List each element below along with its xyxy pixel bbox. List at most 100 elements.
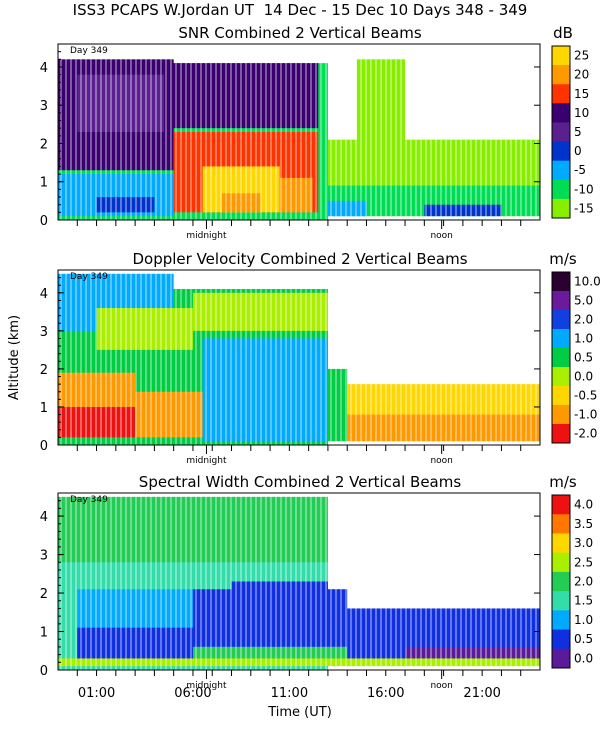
colorbar-swatch xyxy=(552,405,570,425)
colorbar-swatch xyxy=(552,610,570,631)
colorbar-label: 5 xyxy=(574,125,582,139)
colorbar-unit: m/s xyxy=(549,473,577,491)
colorbar-label: -5 xyxy=(574,163,586,177)
y-tick-label: 2 xyxy=(40,587,48,602)
heatmap-texture xyxy=(58,493,540,670)
colorbar-frame xyxy=(551,271,571,444)
x-annotation-label: midnight xyxy=(186,456,227,466)
colorbar-swatch xyxy=(552,629,570,650)
colorbar-swatch xyxy=(552,514,570,534)
colorbar-label: -0.5 xyxy=(574,389,597,403)
panel-title: Doppler Velocity Combined 2 Vertical Bea… xyxy=(132,250,467,268)
plot-frame xyxy=(57,43,541,221)
x-annotation-label: midnight xyxy=(186,681,227,691)
colorbar-label: 2.0 xyxy=(574,313,593,327)
colorbar-swatch xyxy=(552,272,570,292)
colorbar-swatch xyxy=(552,310,570,330)
x-tick-label: 21:00 xyxy=(463,686,500,701)
colorbar-unit: dB xyxy=(553,24,573,42)
colorbar-unit: m/s xyxy=(549,250,577,268)
colorbar-swatch xyxy=(552,84,570,104)
colorbar-label: 10.0 xyxy=(574,275,600,289)
y-tick-label: 3 xyxy=(40,325,48,340)
colorbar-swatch xyxy=(552,367,570,387)
y-tick-label: 0 xyxy=(40,214,48,229)
heatmap-texture xyxy=(58,44,540,220)
x-annotation-label: noon xyxy=(430,456,452,466)
colorbar-label: 3.0 xyxy=(574,536,593,550)
colorbar-swatch xyxy=(552,648,570,669)
colorbar-label: 0 xyxy=(574,144,582,158)
y-tick-label: 4 xyxy=(40,287,48,302)
colorbar-label: -2.0 xyxy=(574,427,597,441)
colorbar-label: 2.5 xyxy=(574,555,593,569)
colorbar-swatch xyxy=(552,424,570,444)
colorbar-swatch xyxy=(552,103,570,123)
y-tick-label: 1 xyxy=(40,176,48,191)
colorbar-swatch xyxy=(552,160,570,181)
colorbar-frame xyxy=(551,494,571,669)
day-label: Day 349 xyxy=(70,46,108,56)
panel-2: Doppler Velocity Combined 2 Vertical Bea… xyxy=(7,250,600,466)
colorbar-swatch xyxy=(552,122,570,143)
y-tick-label: 2 xyxy=(40,137,48,152)
y-tick-label: 3 xyxy=(40,99,48,114)
colorbar-swatch xyxy=(552,552,570,573)
x-tick-label: 11:00 xyxy=(271,686,308,701)
colorbar-label: 3.5 xyxy=(574,517,593,531)
y-tick-label: 1 xyxy=(40,401,48,416)
plot-frame xyxy=(57,492,541,671)
y-tick-label: 1 xyxy=(40,626,48,641)
day-label: Day 349 xyxy=(70,495,108,505)
colorbar-swatch xyxy=(552,591,570,611)
colorbar-label: 0.5 xyxy=(574,351,593,365)
colorbar-swatch xyxy=(552,348,570,368)
colorbar-swatch xyxy=(552,141,570,162)
colorbar-swatch xyxy=(552,533,570,554)
colorbar-label: -1.0 xyxy=(574,408,597,422)
colorbar-swatch xyxy=(552,198,570,219)
colorbar-frame xyxy=(551,45,571,219)
colorbar-swatch xyxy=(552,495,570,515)
y-tick-label: 0 xyxy=(40,439,48,454)
y-axis-label: Altitude (km) xyxy=(7,315,22,400)
y-tick-label: 4 xyxy=(40,510,48,525)
x-tick-label: 06:00 xyxy=(174,686,211,701)
colorbar-swatch xyxy=(552,291,570,311)
heatmap-texture xyxy=(58,270,540,445)
x-annotation-label: midnight xyxy=(186,231,227,241)
colorbar-swatch xyxy=(552,329,570,349)
colorbar-label: 5.0 xyxy=(574,294,593,308)
colorbar-label: 2.0 xyxy=(574,575,593,589)
day-label: Day 349 xyxy=(70,272,108,282)
colorbar-label: -10 xyxy=(574,182,594,196)
colorbar-swatch xyxy=(552,179,570,200)
x-annotation-label: noon xyxy=(430,681,452,691)
colorbar-label: 20 xyxy=(574,68,589,82)
colorbar-label: 1.5 xyxy=(574,594,593,608)
colorbar-swatch xyxy=(552,571,570,592)
y-tick-label: 2 xyxy=(40,363,48,378)
y-tick-label: 4 xyxy=(40,61,48,76)
colorbar-swatch xyxy=(552,65,570,85)
colorbar-label: 0.0 xyxy=(574,370,593,384)
page-title: ISS3 PCAPS W.Jordan UT 14 Dec - 15 Dec 1… xyxy=(72,1,528,19)
y-tick-label: 3 xyxy=(40,549,48,564)
x-tick-label: 01:00 xyxy=(78,686,115,701)
panel-1: SNR Combined 2 Vertical Beams Day 349 0 1 2 3… xyxy=(40,24,594,241)
colorbar-label: 1.0 xyxy=(574,332,593,346)
colorbar-swatch xyxy=(552,386,570,406)
x-tick-label: 16:00 xyxy=(367,686,404,701)
colorbar-swatch xyxy=(552,46,570,66)
panel-3: Spectral Width Combined 2 Vertical Beams… xyxy=(40,473,593,720)
colorbar-label: 0.5 xyxy=(574,632,593,646)
colorbar-label: -15 xyxy=(574,201,594,215)
colorbar-label: 0.0 xyxy=(574,651,593,665)
colorbar-label: 1.0 xyxy=(574,613,593,627)
panel-title: SNR Combined 2 Vertical Beams xyxy=(178,24,421,42)
x-annotation-label: noon xyxy=(430,231,452,241)
y-tick-label: 0 xyxy=(40,664,48,679)
colorbar-label: 4.0 xyxy=(574,498,593,512)
plot-frame xyxy=(57,269,541,446)
